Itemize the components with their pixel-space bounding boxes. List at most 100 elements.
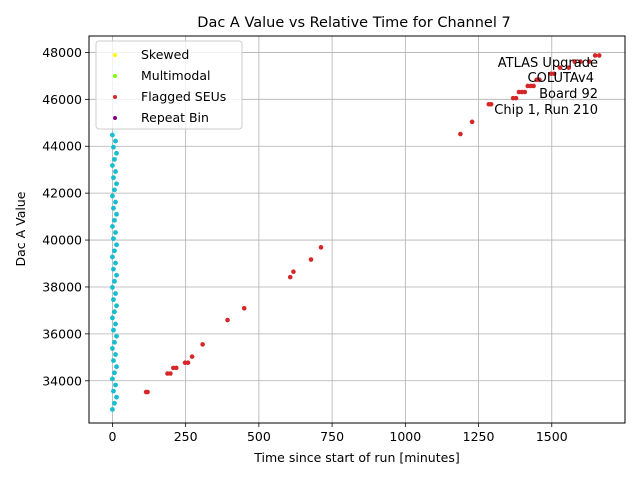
y-axis: 34000 36000 38000 40000 42000 44000 46000 48000 bbox=[42, 45, 89, 388]
legend-label-flagged-seus: Flagged SEUs bbox=[141, 89, 226, 104]
sample-point bbox=[111, 205, 116, 211]
y-tick-label: 42000 bbox=[42, 186, 82, 201]
flagged-seu-point bbox=[291, 269, 296, 275]
sample-point bbox=[110, 285, 115, 290]
flagged-seu-point bbox=[145, 389, 150, 395]
data-points bbox=[110, 53, 602, 412]
flagged-seu-point bbox=[168, 371, 173, 376]
y-tick-label: 40000 bbox=[42, 233, 82, 248]
sample-point bbox=[113, 321, 118, 327]
flagged-seu-point bbox=[458, 131, 463, 137]
x-tick-label: 0 bbox=[108, 429, 116, 444]
sample-point bbox=[113, 138, 118, 144]
flagged-seu-point bbox=[469, 119, 475, 125]
sample-point bbox=[114, 394, 119, 400]
flagged-seu-point bbox=[531, 83, 536, 89]
sample-point bbox=[112, 400, 117, 406]
sample-point bbox=[112, 370, 117, 376]
flagged-seu-point bbox=[287, 274, 293, 280]
flagged-seu-point bbox=[578, 59, 583, 64]
sample-point bbox=[111, 297, 116, 303]
sample-point bbox=[112, 278, 117, 284]
sample-point bbox=[113, 169, 118, 174]
sample-point bbox=[114, 150, 119, 156]
sample-point bbox=[111, 236, 116, 242]
sample-point bbox=[110, 376, 115, 382]
sample-point bbox=[110, 193, 115, 199]
x-tick-label: 1500 bbox=[536, 429, 568, 444]
x-tick-label: 750 bbox=[320, 429, 344, 444]
sample-point bbox=[112, 248, 117, 254]
flagged-seu-point bbox=[318, 245, 324, 250]
x-tick-label: 250 bbox=[174, 429, 198, 444]
flagged-seu-point bbox=[522, 89, 528, 95]
x-axis-label: Time since start of run [minutes] bbox=[253, 450, 459, 465]
x-tick-label: 1250 bbox=[463, 429, 495, 444]
flagged-seu-point bbox=[551, 71, 557, 77]
sample-point bbox=[112, 309, 117, 315]
sample-point bbox=[110, 132, 115, 138]
legend-marker-multimodal bbox=[113, 74, 117, 78]
sample-point bbox=[113, 382, 118, 388]
sample-point bbox=[111, 388, 116, 394]
sample-point bbox=[111, 358, 116, 364]
annotation-line-3: Board 92 bbox=[539, 87, 598, 102]
chart-title: Dac A Value vs Relative Time for Channel… bbox=[197, 15, 510, 31]
flagged-seu-point bbox=[488, 101, 494, 107]
legend-marker-skewed bbox=[113, 53, 117, 57]
sample-point bbox=[114, 364, 119, 370]
sample-point bbox=[112, 339, 117, 345]
flagged-seu-point bbox=[173, 365, 179, 371]
flagged-seu-point bbox=[596, 53, 602, 58]
sample-point bbox=[110, 346, 115, 351]
sample-point bbox=[114, 181, 119, 187]
legend-label-multimodal: Multimodal bbox=[141, 68, 210, 83]
y-axis-label: Dac A Value bbox=[13, 191, 28, 266]
flagged-seu-point bbox=[557, 65, 563, 70]
sample-point bbox=[111, 175, 116, 181]
flagged-seu-point bbox=[200, 342, 205, 347]
flagged-seu-point bbox=[185, 360, 191, 366]
sample-point bbox=[113, 352, 118, 357]
x-axis: 0 250 500 750 1000 1250 1500 bbox=[108, 423, 568, 444]
legend-label-skewed: Skewed bbox=[141, 47, 189, 62]
legend-marker-flagged-seus bbox=[113, 95, 117, 99]
y-tick-label: 48000 bbox=[42, 45, 82, 60]
sample-point bbox=[114, 242, 119, 248]
sample-point bbox=[113, 260, 118, 266]
sample-point bbox=[110, 254, 115, 260]
flagged-seu-point bbox=[225, 317, 230, 323]
flagged-seu-point bbox=[308, 257, 314, 262]
annotation-line-2: COLUTAv4 bbox=[528, 71, 594, 86]
flagged-seu-point bbox=[189, 354, 195, 359]
flagged-seu-point bbox=[592, 53, 598, 58]
y-tick-label: 44000 bbox=[42, 139, 82, 154]
sample-point bbox=[114, 333, 119, 339]
sample-point bbox=[112, 156, 117, 162]
y-tick-label: 34000 bbox=[42, 373, 82, 388]
annotation-line-4: Chip 1, Run 210 bbox=[494, 103, 598, 118]
sample-point bbox=[110, 163, 115, 168]
sample-point bbox=[113, 230, 118, 235]
sample-point bbox=[112, 187, 117, 193]
annotation-line-1: ATLAS Upgrade bbox=[498, 56, 598, 71]
sample-point bbox=[114, 303, 119, 309]
flagged-seu-point bbox=[572, 59, 577, 64]
legend: Skewed Multimodal Flagged SEUs Repeat Bi… bbox=[95, 40, 243, 130]
flagged-seu-point bbox=[513, 95, 519, 101]
sample-point bbox=[111, 327, 116, 333]
x-tick-label: 500 bbox=[247, 429, 271, 444]
plot-frame bbox=[88, 35, 626, 424]
legend-box bbox=[95, 40, 243, 130]
sample-point bbox=[113, 291, 118, 296]
sample-point bbox=[110, 406, 115, 412]
sample-point bbox=[110, 315, 115, 321]
flagged-seu-point bbox=[241, 306, 247, 311]
flagged-seu-point bbox=[586, 59, 592, 64]
y-tick-label: 38000 bbox=[42, 279, 82, 294]
sample-point bbox=[111, 266, 116, 272]
flagged-seu-point bbox=[566, 65, 572, 70]
sample-point bbox=[112, 217, 117, 223]
legend-marker-repeat-bin bbox=[113, 116, 117, 120]
